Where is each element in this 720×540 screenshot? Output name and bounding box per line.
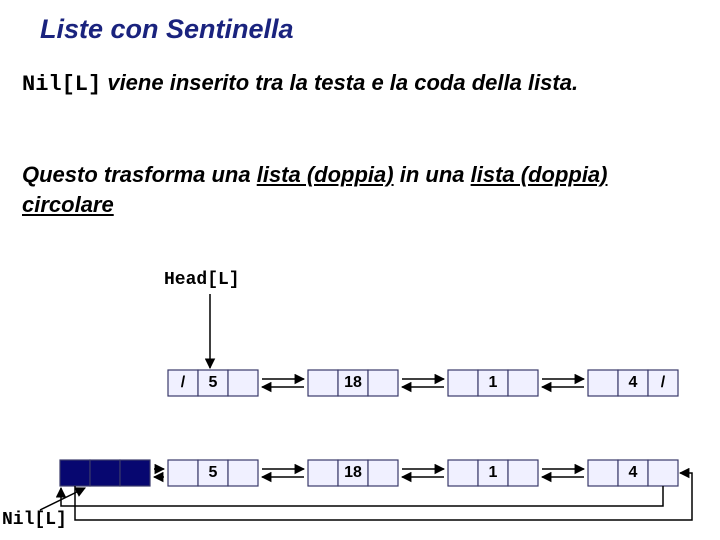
svg-text:18: 18 — [344, 464, 362, 481]
svg-text:/: / — [661, 374, 666, 391]
svg-text:4: 4 — [629, 464, 638, 481]
svg-text:4: 4 — [629, 374, 638, 391]
linked-list-diagram: 5 / 18 1 4 / 5 18 1 4 — [0, 0, 720, 540]
svg-text:5: 5 — [209, 464, 218, 481]
svg-text:1: 1 — [489, 464, 498, 481]
svg-text:/: / — [181, 374, 186, 391]
svg-text:18: 18 — [344, 374, 362, 391]
svg-text:1: 1 — [489, 374, 498, 391]
svg-text:5: 5 — [209, 374, 218, 391]
